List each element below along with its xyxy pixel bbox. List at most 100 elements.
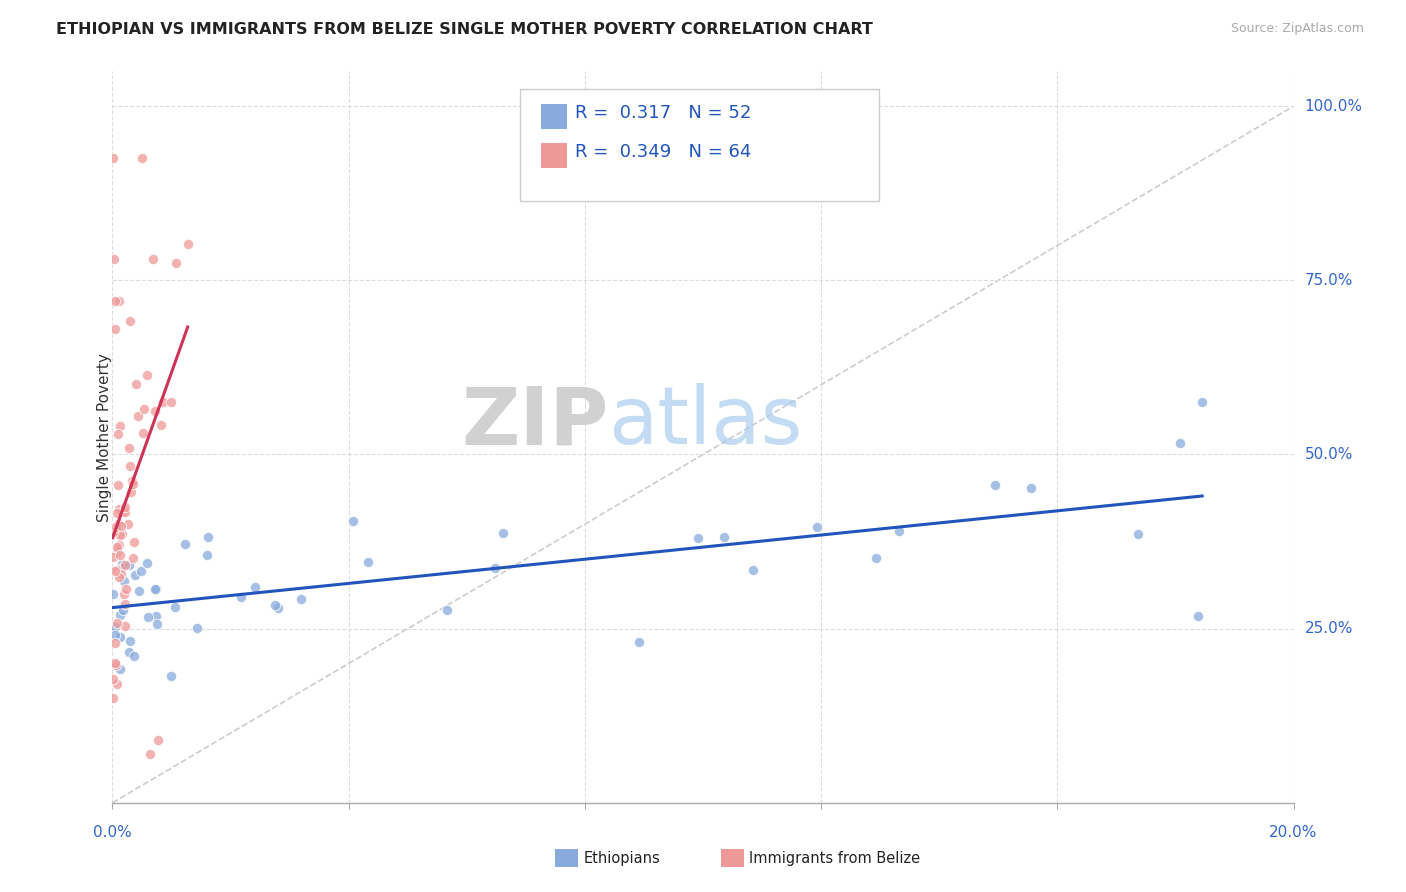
Point [108, 548, 131, 562]
Point [108, 294, 131, 309]
Point [118, 634, 141, 648]
Point [114, 597, 136, 611]
Point [103, 252, 125, 267]
Text: R =  0.317   N = 52: R = 0.317 N = 52 [575, 104, 751, 122]
Y-axis label: Single Mother Poverty: Single Mother Poverty [97, 352, 111, 522]
Point [110, 419, 132, 434]
Point [108, 502, 131, 516]
Point [104, 564, 127, 578]
Point [142, 252, 165, 267]
Point [103, 587, 125, 601]
Point [104, 620, 127, 634]
Point [159, 395, 181, 409]
Point [135, 556, 157, 570]
Text: ZIP: ZIP [461, 384, 609, 461]
Point [122, 535, 145, 549]
Text: Source: ZipAtlas.com: Source: ZipAtlas.com [1230, 22, 1364, 36]
Point [127, 409, 149, 424]
Point [108, 570, 131, 584]
Point [176, 237, 198, 252]
Point [174, 537, 197, 551]
Text: 0.0%: 0.0% [93, 825, 132, 840]
Point [145, 582, 167, 597]
Point [104, 627, 127, 641]
Point [143, 404, 166, 418]
Point [104, 294, 127, 309]
Point [101, 690, 124, 705]
Point [114, 619, 136, 633]
Point [143, 582, 166, 596]
Point [1187, 609, 1209, 624]
Text: 20.0%: 20.0% [1270, 825, 1317, 840]
Point [290, 592, 312, 607]
Text: 25.0%: 25.0% [1305, 621, 1353, 636]
Point [267, 601, 290, 615]
Point [101, 673, 124, 687]
Point [108, 607, 131, 622]
Point [105, 563, 128, 577]
Point [118, 645, 141, 659]
Point [111, 527, 134, 541]
Point [101, 152, 124, 166]
Point [103, 525, 125, 540]
Point [484, 561, 506, 575]
Point [436, 603, 458, 617]
Point [686, 531, 709, 545]
Point [111, 561, 134, 575]
Point [110, 662, 132, 676]
Point [357, 556, 380, 570]
Point [197, 548, 219, 562]
Point [105, 506, 128, 520]
Point [342, 514, 364, 528]
Point [110, 630, 132, 644]
Point [628, 634, 651, 648]
Point [114, 505, 136, 519]
Point [108, 528, 131, 542]
Point [108, 538, 131, 552]
Point [104, 657, 127, 672]
Point [124, 376, 146, 391]
Point [124, 567, 146, 582]
Point [150, 417, 173, 432]
Point [136, 610, 159, 624]
Point [121, 551, 143, 566]
Point [186, 621, 208, 635]
Point [1019, 481, 1042, 495]
Point [104, 657, 127, 671]
Point [103, 322, 125, 336]
Point [131, 152, 153, 166]
Point [111, 557, 134, 571]
Point [159, 669, 181, 683]
Point [138, 747, 160, 761]
Point [117, 517, 139, 532]
Point [105, 616, 128, 631]
Point [111, 505, 134, 519]
Point [118, 441, 141, 455]
Text: 50.0%: 50.0% [1305, 447, 1353, 462]
Point [887, 524, 910, 538]
Text: Immigrants from Belize: Immigrants from Belize [749, 851, 921, 865]
Point [128, 584, 150, 599]
Point [163, 599, 186, 614]
Point [107, 427, 129, 442]
Point [134, 402, 156, 417]
Point [243, 580, 266, 594]
Point [131, 426, 153, 441]
Point [148, 733, 170, 747]
Point [146, 616, 169, 631]
Point [120, 485, 142, 500]
Point [105, 540, 128, 554]
Point [145, 609, 167, 624]
Point [114, 500, 136, 514]
Point [741, 563, 763, 577]
Point [165, 255, 187, 269]
Point [984, 478, 1007, 492]
Point [229, 591, 252, 605]
Point [107, 516, 129, 531]
Point [492, 526, 515, 541]
Point [114, 558, 136, 572]
Point [110, 566, 132, 581]
Point [103, 550, 125, 565]
Point [111, 603, 134, 617]
Text: atlas: atlas [609, 384, 803, 461]
